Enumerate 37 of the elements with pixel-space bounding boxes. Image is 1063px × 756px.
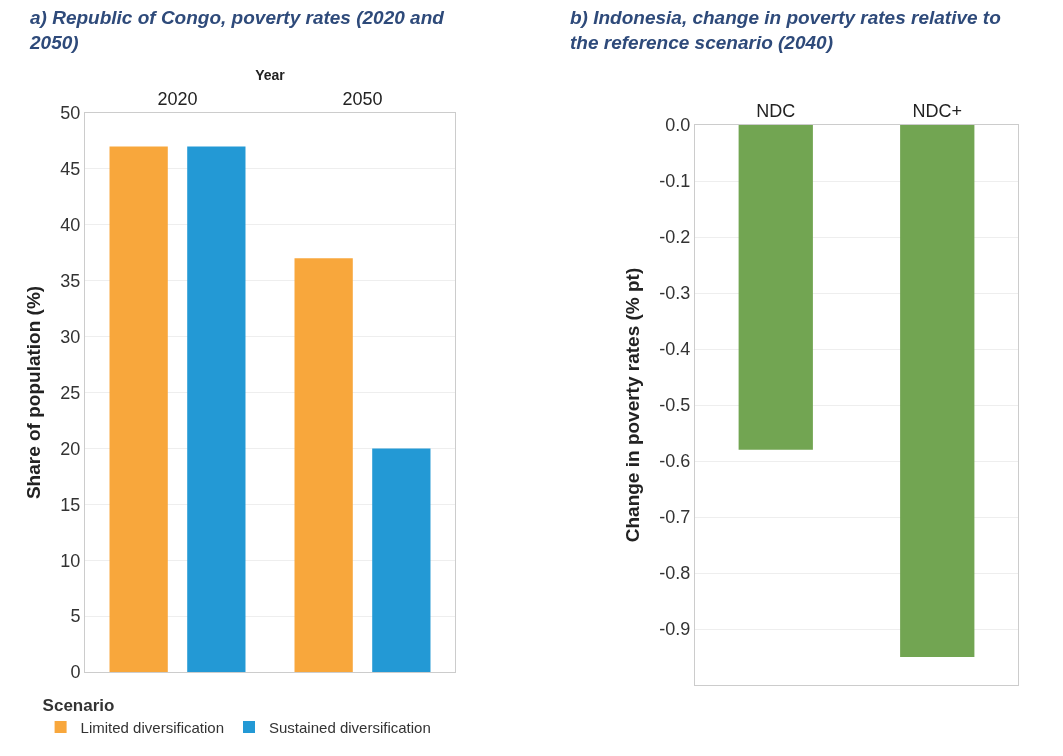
chart-title: b) Indonesia, change in poverty rates relative to the reference scenario (2040) — [570, 7, 1001, 53]
y-tick-label: 50 — [60, 103, 81, 124]
bar — [187, 146, 246, 672]
y-tick-label: 0 — [70, 662, 81, 683]
y-tick-label: 20 — [60, 438, 81, 459]
y-tick-label: -0.4 — [659, 339, 691, 360]
x-tick-label: 2050 — [342, 88, 383, 109]
y-axis-title: Change in poverty rates (% pt) — [622, 267, 644, 543]
bar — [109, 146, 168, 672]
chart-title: a) Republic of Congo, poverty rates (2020 and 2050) — [29, 7, 445, 53]
y-tick-label: -0.5 — [659, 395, 691, 416]
x-tick-label: NDC+ — [912, 100, 963, 121]
y-tick-label: 45 — [60, 159, 81, 180]
y-tick-label: -0.8 — [659, 563, 691, 584]
y-tick-label: -0.1 — [659, 171, 691, 192]
y-tick-label: 15 — [60, 494, 81, 515]
x-axis-title: Year — [255, 67, 286, 84]
bar — [372, 448, 431, 672]
y-tick-label: 25 — [60, 382, 81, 403]
y-tick-label: -0.6 — [659, 451, 691, 472]
y-tick-label: 10 — [60, 550, 81, 571]
y-tick-label: -0.7 — [659, 507, 691, 528]
y-tick-label: 40 — [60, 215, 81, 236]
legend-title: Scenario — [42, 695, 115, 715]
y-axis-title: Share of population (%) — [23, 285, 45, 500]
x-tick-label: 2020 — [157, 88, 198, 109]
y-tick-label: 30 — [60, 326, 81, 347]
y-tick-label: -0.9 — [659, 619, 691, 640]
y-tick-label: 35 — [60, 271, 81, 291]
y-tick-label: -0.3 — [659, 283, 691, 304]
bar — [294, 258, 353, 672]
legend-label: Limited diversification — [80, 718, 225, 736]
legend-label: Sustained diversification — [269, 718, 431, 736]
y-tick-label: 5 — [70, 606, 81, 627]
y-tick-label: 0.0 — [665, 115, 691, 136]
y-tick-label: -0.2 — [659, 227, 691, 248]
x-tick-label: NDC — [756, 100, 796, 121]
